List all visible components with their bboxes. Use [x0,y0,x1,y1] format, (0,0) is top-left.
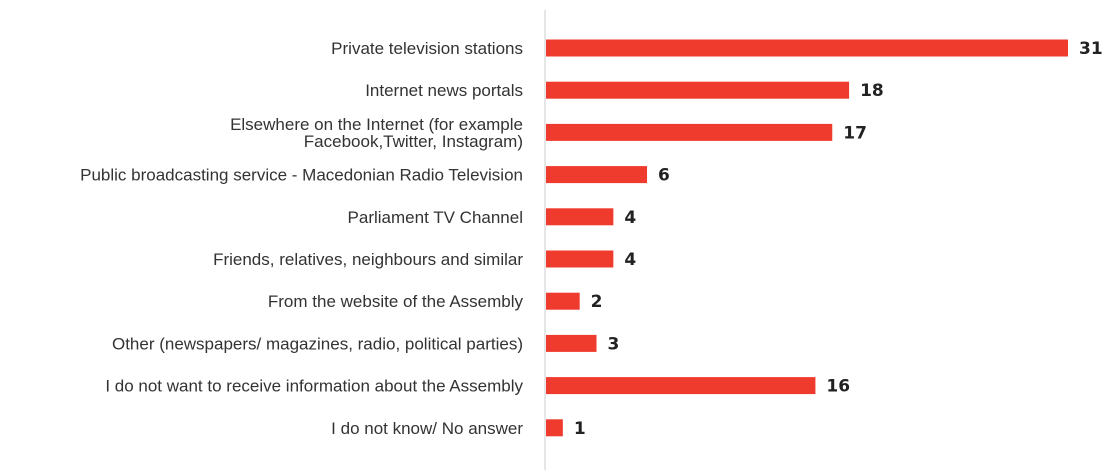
bar-value-label: 4 [624,208,636,228]
bar [546,39,1068,57]
bar [546,419,563,437]
bar [546,334,597,352]
bar [546,166,648,184]
category-label: Friends, relatives, neighbours and simil… [213,250,523,269]
bar-value-label: 31 [1079,39,1103,59]
bar [546,123,833,141]
category-label: Public broadcasting service - Macedonian… [80,166,523,185]
category-label: Other (newspapers/ magazines, radio, pol… [112,334,523,353]
category-label: Private television stations [331,39,523,58]
bar-value-label: 1 [574,419,586,439]
bar [546,81,850,99]
category-label: From the website of the Assembly [268,292,524,311]
category-label: Facebook,Twitter, Instagram) [304,132,523,151]
bar [546,377,816,395]
category-label: I do not want to receive information abo… [105,377,523,396]
bar-value-label: 4 [624,250,636,270]
category-label: Parliament TV Channel [348,208,523,227]
category-label: Elsewhere on the Internet (for example [230,115,523,134]
bar-value-label: 17 [843,123,867,143]
bar [546,292,580,310]
bar-value-label: 3 [608,334,620,354]
category-label: I do not know/ No answer [331,419,523,438]
bar [546,250,614,268]
bar-value-label: 16 [826,377,850,397]
category-label: Internet news portals [365,81,523,100]
bar [546,208,614,226]
bar-value-label: 6 [658,166,670,186]
bar-value-label: 18 [860,81,884,101]
bar-value-label: 2 [591,292,603,312]
